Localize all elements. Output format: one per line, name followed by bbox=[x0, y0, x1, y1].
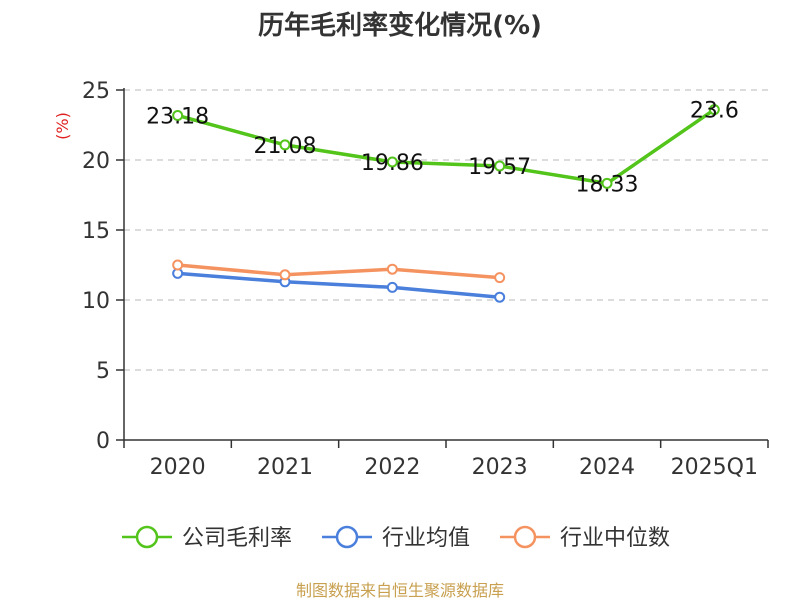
y-tick-label: 10 bbox=[82, 289, 110, 314]
data-label: 21.08 bbox=[254, 134, 317, 159]
data-point bbox=[386, 156, 398, 168]
legend-label: 公司毛利率 bbox=[182, 526, 292, 551]
data-point bbox=[279, 139, 291, 151]
series-line-0 bbox=[175, 107, 717, 186]
x-tick-label: 2025Q1 bbox=[671, 455, 758, 480]
y-tick-label: 25 bbox=[82, 79, 110, 104]
legend-label: 行业均值 bbox=[382, 526, 470, 551]
x-tick-label: 2024 bbox=[579, 455, 635, 480]
data-point bbox=[494, 272, 506, 284]
legend-marker-icon bbox=[335, 525, 359, 549]
legend-label: 行业中位数 bbox=[560, 526, 670, 551]
y-tick-label: 15 bbox=[82, 219, 110, 244]
data-point bbox=[494, 291, 506, 303]
data-point bbox=[708, 104, 720, 116]
y-tick-label: 20 bbox=[82, 149, 110, 174]
data-label: 23.18 bbox=[146, 104, 209, 129]
x-tick-label: 2021 bbox=[257, 455, 313, 480]
data-point bbox=[601, 177, 613, 189]
data-point bbox=[494, 160, 506, 172]
data-point bbox=[172, 109, 184, 121]
series-line-1 bbox=[175, 271, 502, 299]
data-point bbox=[279, 269, 291, 281]
data-point bbox=[172, 259, 184, 271]
data-label: 19.57 bbox=[468, 155, 531, 180]
series-lines bbox=[172, 104, 720, 303]
x-tick-label: 2020 bbox=[150, 455, 206, 480]
chart-title: 历年毛利率变化情况(%) bbox=[258, 10, 542, 41]
axes: 0 5 10 15 20 25 2020 2021 2022 2023 2024 2025Q1 bbox=[82, 79, 769, 480]
data-labels: 23.18 21.08 19.86 19.57 18.33 23.6 bbox=[146, 99, 739, 198]
legend-item-2[interactable]: 行业中位数 bbox=[500, 525, 670, 551]
data-label: 18.33 bbox=[576, 172, 639, 197]
legend-marker-icon bbox=[135, 525, 159, 549]
source-note: 制图数据来自恒生聚源数据库 bbox=[296, 581, 504, 600]
y-tick-label: 0 bbox=[96, 429, 110, 454]
x-tick-label: 2022 bbox=[364, 455, 420, 480]
legend: 公司毛利率 行业均值 行业中位数 bbox=[122, 525, 670, 551]
legend-marker-icon bbox=[513, 525, 537, 549]
x-tick-label: 2023 bbox=[472, 455, 528, 480]
series-line-2 bbox=[175, 263, 502, 280]
legend-item-1[interactable]: 行业均值 bbox=[322, 525, 470, 551]
data-point bbox=[386, 263, 398, 275]
legend-item-0[interactable]: 公司毛利率 bbox=[122, 525, 292, 551]
data-label: 19.86 bbox=[361, 151, 424, 176]
grid-lines bbox=[124, 89, 768, 371]
y-axis-label: (%) bbox=[53, 112, 72, 140]
data-point bbox=[386, 281, 398, 293]
data-label: 23.6 bbox=[690, 99, 739, 124]
y-tick-label: 5 bbox=[96, 359, 110, 384]
